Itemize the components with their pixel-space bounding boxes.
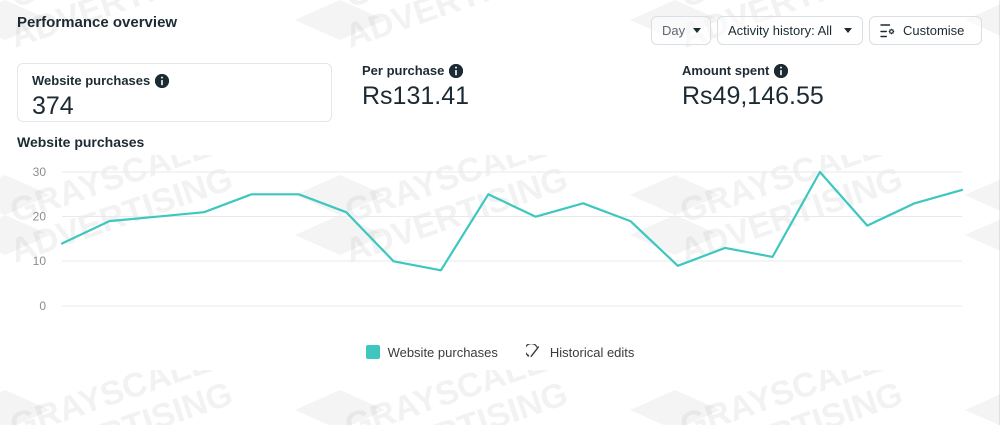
svg-text:30: 30	[33, 165, 47, 179]
svg-text:20: 20	[33, 210, 47, 224]
svg-text:0: 0	[39, 299, 46, 313]
svg-text:10: 10	[33, 254, 47, 268]
